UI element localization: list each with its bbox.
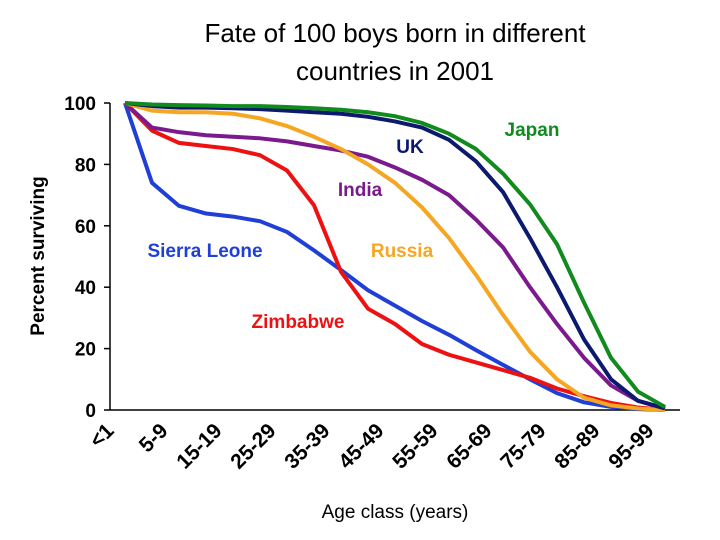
chart-title: countries in 2001 bbox=[296, 56, 494, 86]
series-line bbox=[124, 101, 666, 412]
x-axis-label: Age class (years) bbox=[322, 502, 469, 523]
y-axis-label: Percent surviving bbox=[28, 176, 49, 335]
y-tick-label: 0 bbox=[85, 401, 96, 422]
series-label: UK bbox=[396, 137, 424, 158]
y-tick-label: 80 bbox=[75, 155, 96, 176]
series-label: India bbox=[338, 180, 383, 201]
x-tick-label: 55-59 bbox=[388, 419, 442, 473]
x-tick-label: 95-99 bbox=[604, 419, 658, 473]
x-tick-label: 25-29 bbox=[226, 419, 280, 473]
y-tick-label: 60 bbox=[75, 217, 96, 238]
series-label: Russia bbox=[371, 241, 434, 262]
chart-title: Fate of 100 boys born in different bbox=[204, 18, 586, 48]
series-label: Sierra Leone bbox=[147, 241, 262, 262]
x-tick-label: 75-79 bbox=[496, 419, 550, 473]
x-tick-label: 45-49 bbox=[334, 419, 388, 473]
y-tick-label: 40 bbox=[75, 278, 96, 299]
x-tick-label: 5-9 bbox=[135, 419, 173, 457]
series-line bbox=[124, 101, 666, 409]
x-tick-label: 35-39 bbox=[280, 419, 334, 473]
x-tick-label: 65-69 bbox=[442, 419, 496, 473]
series-line bbox=[123, 102, 666, 412]
y-tick-label: 100 bbox=[64, 94, 96, 115]
series-line bbox=[123, 101, 666, 411]
x-tick-label: 15-19 bbox=[172, 419, 226, 473]
series-label: Zimbabwe bbox=[252, 312, 345, 333]
x-tick-label: 85-89 bbox=[550, 419, 604, 473]
series-line bbox=[124, 101, 666, 411]
x-tick-label: <1 bbox=[85, 419, 118, 452]
y-tick-label: 20 bbox=[75, 340, 96, 361]
series-label: Japan bbox=[505, 120, 560, 141]
